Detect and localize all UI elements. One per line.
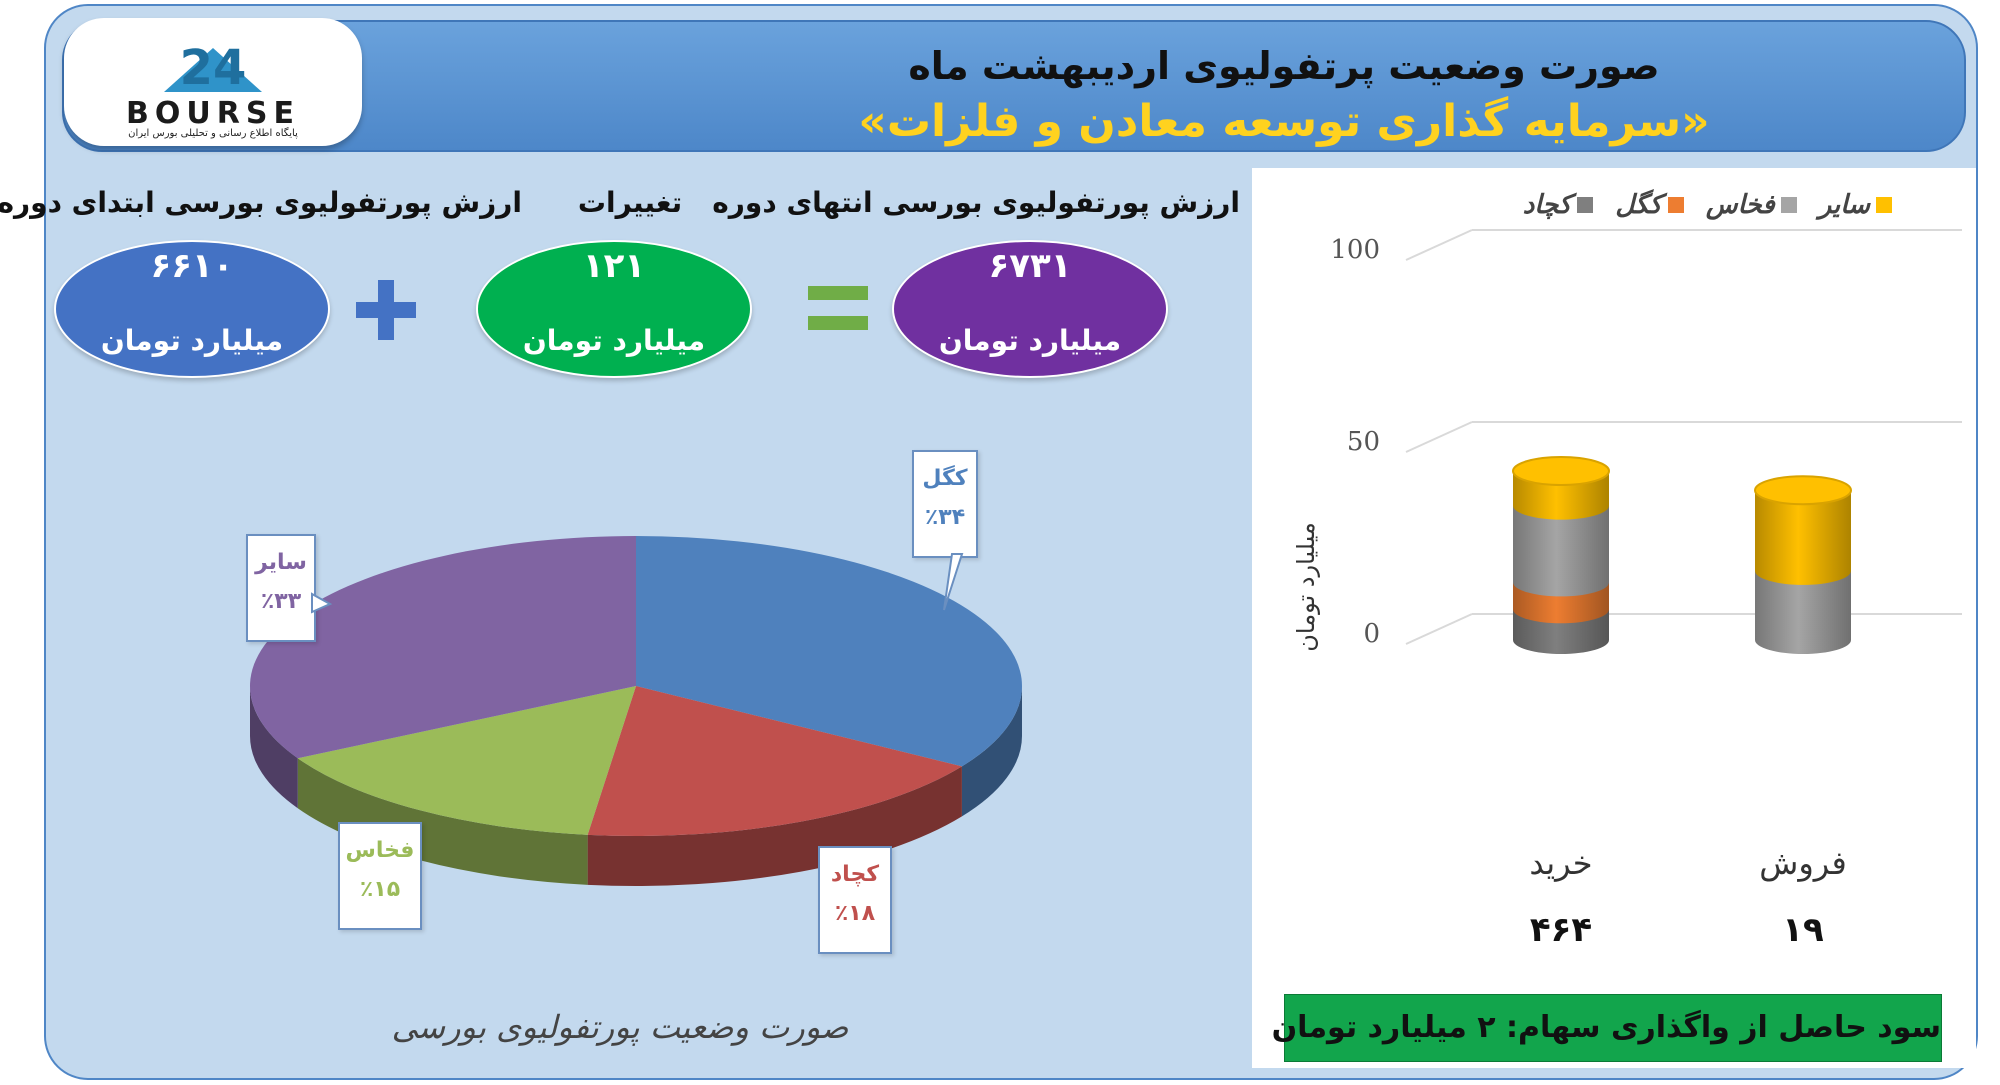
equals-icon xyxy=(808,286,868,330)
y-axis-label: میلیارد تومان xyxy=(1292,522,1320,652)
x-category-label: خرید xyxy=(1529,844,1593,882)
trades-bar-chart-panel: 0 50 100 سایر فخاس کگل کچاد میلیارد تومان خری… xyxy=(1252,168,1976,1068)
legend-swatch xyxy=(1780,197,1797,213)
change-value-ellipse: ۱۲۱ میلیارد تومان xyxy=(476,240,752,378)
bourse24-logo: 24 BOURSE پایگاه اطلاع رسانی و تحلیلی بو… xyxy=(64,18,362,146)
legend-swatch xyxy=(1876,197,1892,213)
grid-line-depth xyxy=(1405,421,1473,453)
pie-label-سایر: سایر ٪۳۳ xyxy=(246,534,316,642)
pie-label-name: سایر xyxy=(255,550,307,575)
pie-slice-کگل xyxy=(636,536,1023,767)
profit-summary-box: سود حاصل از واگذاری سهام: ۲ میلیارد توما… xyxy=(1272,994,1942,1062)
header-banner: صورت وضعیت پرتفولیوی اردیبهشت ماه «سرمای… xyxy=(62,20,1966,152)
pie-label-value: ٪۳۴ xyxy=(924,505,966,530)
plus-icon xyxy=(356,280,416,340)
end-value-unit: میلیارد تومان xyxy=(938,324,1122,357)
bar-segment-فخاس xyxy=(1755,570,1851,654)
portfolio-pie-chart xyxy=(249,536,1023,886)
pie-label-value: ٪۳۳ xyxy=(260,589,302,614)
pie-chart-title: صورت وضعیت پورتفولیوی بورسی xyxy=(391,1008,849,1046)
pie-side-کچاد xyxy=(587,766,962,886)
category-total-value: ۱۹ xyxy=(1782,910,1824,950)
y-tick-label: 0 xyxy=(1363,619,1380,649)
legend-swatch xyxy=(1667,197,1684,213)
pie-slice-سایر xyxy=(249,536,636,759)
bar-top-cap xyxy=(1754,475,1852,506)
legend-label: کچاد xyxy=(1522,190,1572,220)
pie-label-name: فخاس xyxy=(345,838,415,863)
pie-label-کگل: کگل ٪۳۴ xyxy=(912,450,978,558)
end-value-ellipse: ۶۷۳۱ میلیارد تومان xyxy=(892,240,1168,378)
bar-stack-فروش xyxy=(1754,475,1852,654)
pie-label-کچاد: کچاد ٪۱۸ xyxy=(818,846,892,954)
logo-word: BOURSE xyxy=(126,96,300,131)
logo-number: 24 xyxy=(180,40,247,96)
legend-swatch xyxy=(1577,197,1594,213)
bar-segment-سایر xyxy=(1755,490,1851,585)
bar-top-cap xyxy=(1512,456,1610,487)
logo-mark-icon: 24 xyxy=(164,40,262,96)
pie-slice-فخاس xyxy=(297,686,636,835)
start-value-unit: میلیارد تومان xyxy=(100,324,284,357)
category-total-value: ۴۶۴ xyxy=(1529,910,1593,950)
start-value-ellipse: ۶۶۱۰ میلیارد تومان xyxy=(54,240,330,378)
pie-label-name: کچاد xyxy=(830,862,880,887)
x-category-label: فروش xyxy=(1759,844,1847,882)
grid-line-depth xyxy=(1405,229,1473,261)
caption-end-value: ارزش پورتفولیوی بورسی انتهای دوره xyxy=(712,186,1240,219)
end-value: ۶۷۳۱ xyxy=(988,246,1072,286)
pie-label-value: ٪۱۵ xyxy=(359,877,401,902)
caption-changes: تغییرات xyxy=(577,186,683,219)
grid-line-depth xyxy=(1405,613,1473,645)
pie-side-فخاس xyxy=(297,758,588,885)
bar-stack-خرید xyxy=(1512,456,1610,654)
trades-bar-chart: 0 50 100 xyxy=(1330,229,1962,654)
bar-chart-legend: سایر فخاس کگل کچاد xyxy=(1412,190,1892,220)
bar-segment-فخاس xyxy=(1513,505,1609,597)
y-tick-label: 50 xyxy=(1347,427,1380,457)
change-value-unit: میلیارد تومان xyxy=(522,324,706,357)
logo-subtitle: پایگاه اطلاع رسانی و تحلیلی بورس ایران xyxy=(128,128,298,139)
caption-start-value: ارزش پورتفولیوی بورسی ابتدای دوره xyxy=(0,186,522,219)
pie-side-سایر xyxy=(250,686,298,809)
y-tick-label: 100 xyxy=(1330,235,1380,265)
pie-label-فخاس: فخاس ٪۱۵ xyxy=(338,822,422,930)
legend-item-سایر: سایر xyxy=(1819,190,1892,220)
change-value: ۱۲۱ xyxy=(582,246,646,286)
page-title: صورت وضعیت پرتفولیوی اردیبهشت ماه xyxy=(908,44,1660,88)
legend-item-کگل: کگل xyxy=(1615,190,1684,220)
legend-label: فخاس xyxy=(1705,190,1775,220)
page-subtitle: «سرمایه گذاری توسعه معادن و فلزات» xyxy=(858,96,1710,147)
pie-label-value: ٪۱۸ xyxy=(834,901,876,926)
legend-label: کگل xyxy=(1615,190,1662,220)
legend-item-کچاد: کچاد xyxy=(1523,190,1594,220)
pie-label-name: کگل xyxy=(922,466,968,491)
pie-side-کگل xyxy=(961,686,1022,817)
pie-slice-کچاد xyxy=(587,686,962,836)
legend-item-فخاس: فخاس xyxy=(1706,190,1797,220)
legend-label: سایر xyxy=(1818,190,1870,220)
start-value: ۶۶۱۰ xyxy=(150,246,234,286)
